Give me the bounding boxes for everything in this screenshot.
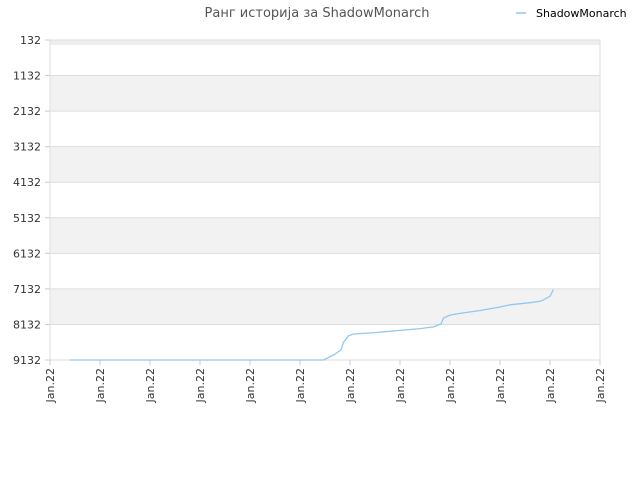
y-tick-label: 1132 bbox=[13, 70, 41, 83]
grid-band bbox=[50, 217, 600, 254]
grid-bands bbox=[50, 40, 600, 360]
grid-band bbox=[50, 40, 600, 76]
series-layer bbox=[70, 289, 555, 361]
x-tick-label: Jan.22 bbox=[594, 368, 607, 403]
x-tick-label: Jan.22 bbox=[94, 368, 107, 403]
x-tick-label: Jan.22 bbox=[344, 368, 357, 403]
x-tick-label: Jan.22 bbox=[394, 368, 407, 403]
y-tick-label: 2132 bbox=[13, 105, 41, 118]
x-tick-label: Jan.22 bbox=[544, 368, 557, 403]
x-tick-label: Jan.22 bbox=[294, 368, 307, 403]
y-tick-label: 3132 bbox=[13, 141, 41, 154]
series-line[interactable] bbox=[70, 289, 555, 361]
grid-band bbox=[50, 182, 600, 218]
y-tick-label: 7132 bbox=[13, 283, 41, 296]
grid-band-top bbox=[50, 40, 600, 45]
grid-band bbox=[50, 146, 600, 183]
plot-frame bbox=[49, 39, 601, 361]
chart-title: Ранг историја за ShadowMonarch bbox=[205, 6, 430, 21]
grid-band bbox=[50, 288, 600, 325]
y-axis-ticks: 132 1132 2132 3132 4132 5132 6132 7132 8132 9132 bbox=[13, 34, 50, 367]
x-tick-label: Jan.22 bbox=[494, 368, 507, 403]
grid-band bbox=[50, 324, 600, 360]
x-tick-label: Jan.22 bbox=[444, 368, 457, 403]
y-tick-label: 4132 bbox=[13, 176, 41, 189]
legend[interactable]: ShadowMonarch bbox=[516, 7, 627, 20]
y-tick-label: 5132 bbox=[13, 212, 41, 225]
y-tick-label: 8132 bbox=[13, 318, 41, 331]
grid-band bbox=[50, 75, 600, 112]
y-tick-label: 6132 bbox=[13, 247, 41, 260]
x-tick-label: Jan.22 bbox=[144, 368, 157, 403]
grid-band bbox=[50, 253, 600, 289]
x-tick-label: Jan.22 bbox=[44, 368, 57, 403]
x-tick-label: Jan.22 bbox=[194, 368, 207, 403]
x-axis-ticks: Jan.22 Jan.22 Jan.22 Jan.22 Jan.22 Jan.22 Jan.… bbox=[44, 360, 607, 403]
x-tick-label: Jan.22 bbox=[244, 368, 257, 403]
grid-band bbox=[50, 111, 600, 147]
y-tick-label: 132 bbox=[20, 34, 41, 47]
y-tick-label: 9132 bbox=[13, 354, 41, 367]
legend-label: ShadowMonarch bbox=[536, 7, 627, 20]
